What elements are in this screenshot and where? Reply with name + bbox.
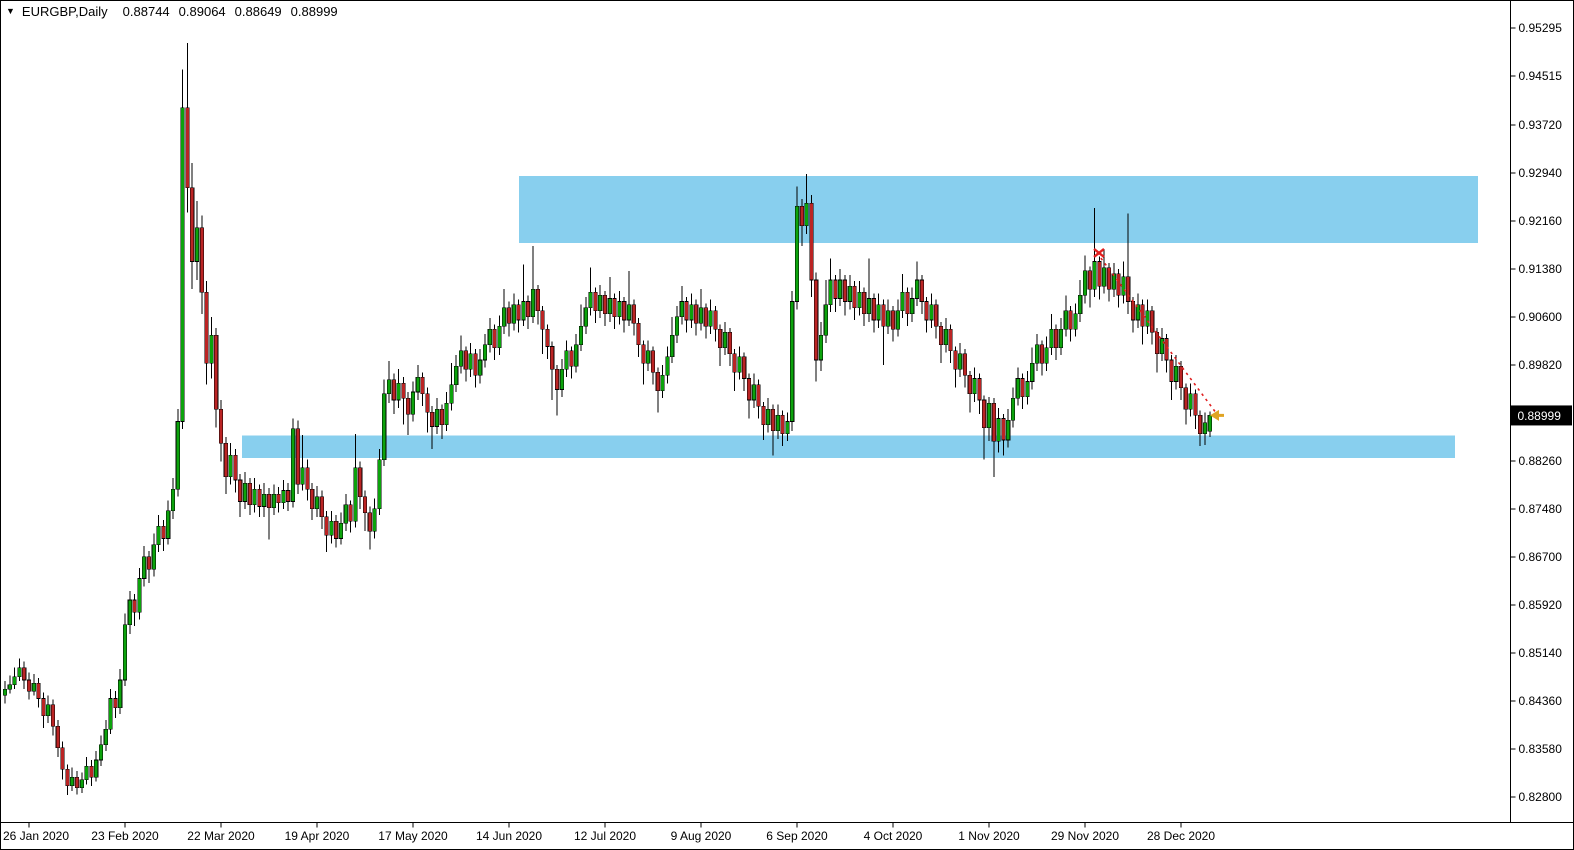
time-tick-label: 26 Jan 2020 [3,829,69,843]
demand-zone-rect[interactable] [242,435,1455,458]
trendline-start-cross[interactable] [1093,247,1105,258]
candles [2,43,1212,796]
ohlc-high: 0.89064 [178,4,226,19]
price-tick-label: 0.93720 [1519,118,1563,132]
price-tick-label: 0.88260 [1519,454,1563,468]
price-tick-label: 0.82800 [1519,790,1563,804]
current-price-tag: 0.88999 [1511,405,1572,426]
time-tick-label: 9 Aug 2020 [671,829,732,843]
ohlc-close: 0.88999 [290,4,338,19]
price-tick-label: 0.86700 [1519,550,1563,564]
price-tick-label: 0.95295 [1519,21,1563,35]
price-tick-label: 0.92160 [1519,214,1563,228]
time-tick-label: 28 Dec 2020 [1147,829,1215,843]
price-tick-label: 0.87480 [1519,502,1563,516]
supply-zone-rect[interactable] [519,176,1478,244]
price-tick-label: 0.83580 [1519,742,1563,756]
bearish-trendline[interactable] [1096,252,1218,415]
price-tick-label: 0.90600 [1519,310,1563,324]
time-tick-label: 1 Nov 2020 [958,829,1020,843]
price-tick-label: 0.85920 [1519,598,1563,612]
current-price-arrow[interactable] [1210,409,1224,421]
price-tick-label: 0.94515 [1519,69,1563,83]
price-tick-label: 0.84360 [1519,694,1563,708]
zones [242,176,1478,458]
time-tick-label: 22 Mar 2020 [187,829,255,843]
ohlc-low: 0.88649 [234,4,282,19]
price-tick-label: 0.85140 [1519,646,1563,660]
time-tick-label: 17 May 2020 [378,829,448,843]
time-axis[interactable]: 26 Jan 2020 23 Feb 2020 22 Mar 2020 19 Apr … [0,822,1574,844]
time-tick-label: 19 Apr 2020 [285,829,350,843]
price-tick-label: 0.89820 [1519,358,1563,372]
ohlc-open: 0.88744 [122,4,170,19]
chart-symbol-period: EURGBP,Daily [21,4,108,19]
time-tick-label: 6 Sep 2020 [766,829,828,843]
time-tick-label: 4 Oct 2020 [864,829,923,843]
price-tick-label: 0.91380 [1519,262,1563,276]
price-tick-label: 0.92940 [1519,166,1563,180]
time-tick-label: 23 Feb 2020 [91,829,159,843]
current-price-label: 0.88999 [1518,409,1562,423]
time-tick-label: 29 Nov 2020 [1051,829,1119,843]
time-tick-label: 12 Jul 2020 [574,829,636,843]
time-tick-label: 14 Jun 2020 [476,829,542,843]
collapse-arrow-icon[interactable]: ▼ [6,5,15,16]
price-axis[interactable]: 0.95295 0.94515 0.93720 0.92940 0.92160 0.913… [1510,0,1563,822]
chart-title: ▼ EURGBP,Daily 0.88744 0.89064 0.88649 0… [6,4,338,19]
